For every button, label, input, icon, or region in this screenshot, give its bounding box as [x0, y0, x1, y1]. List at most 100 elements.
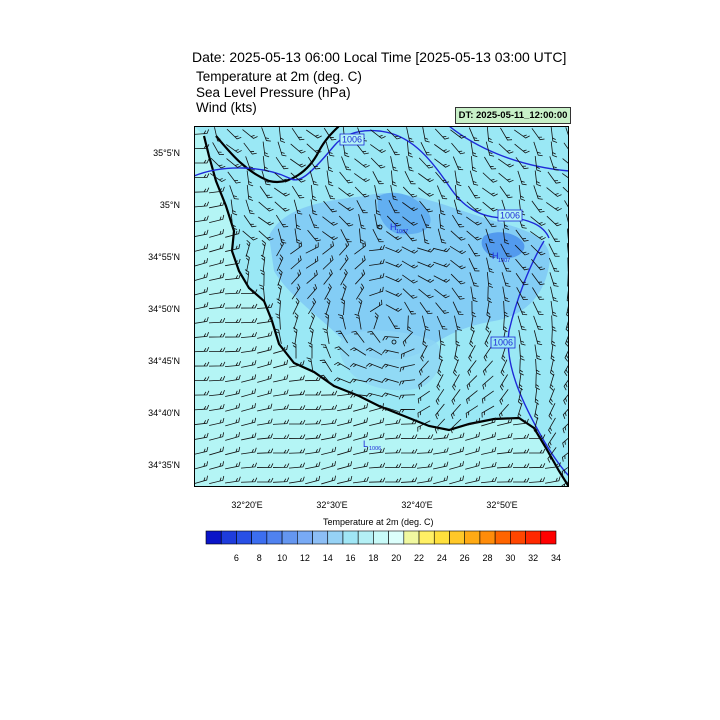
wind-barb — [209, 287, 225, 296]
wind-barb — [417, 405, 431, 418]
wind-barb — [373, 312, 379, 330]
wind-barb — [337, 403, 353, 412]
wind-barb — [487, 286, 492, 303]
wind-barb — [224, 332, 242, 338]
wind-barb — [432, 433, 449, 440]
wind-barb — [404, 171, 416, 185]
wind-barb — [227, 171, 241, 184]
wind-barb — [466, 375, 478, 390]
weather-map: 1006 1006 1006 H 1007 H 1007 L 1006 — [194, 126, 569, 487]
wind-barb — [323, 200, 337, 213]
wind-barb — [194, 201, 210, 208]
wind-barb — [450, 273, 466, 285]
temperature-zone-cold — [377, 192, 431, 235]
wind-barb — [322, 216, 338, 226]
wind-barb — [257, 388, 273, 398]
wind-barb — [561, 463, 569, 476]
wind-barb — [485, 141, 495, 157]
wind-barb — [374, 199, 381, 216]
wind-barb — [355, 142, 369, 155]
colorbar-swatch — [388, 530, 405, 545]
wind-barb — [452, 301, 464, 315]
wind-barb — [304, 405, 322, 410]
wind-barb — [498, 158, 514, 168]
coastline — [202, 135, 569, 487]
wind-barb — [194, 258, 208, 267]
wind-barb — [561, 448, 569, 462]
wind-barb — [353, 476, 369, 484]
wind-barb — [547, 432, 557, 449]
wind-barb — [562, 418, 569, 434]
wind-barb — [385, 290, 403, 297]
wind-barb — [261, 240, 266, 257]
wind-barb — [382, 349, 399, 354]
wind-barb — [407, 315, 412, 333]
lat-label: 35°5'N — [153, 148, 180, 158]
wind-barb — [453, 359, 459, 377]
wind-barbs — [194, 126, 569, 487]
wind-barb — [547, 447, 557, 463]
wind-barb — [514, 244, 530, 256]
wind-barb — [454, 344, 459, 362]
colorbar-swatch — [236, 530, 252, 545]
colorbar-tick-label: 32 — [528, 553, 539, 563]
wind-barb — [400, 434, 418, 439]
wind-barb — [369, 447, 385, 455]
wind-barb — [194, 418, 209, 426]
wind-barb — [434, 128, 450, 140]
wind-barb — [241, 360, 257, 368]
wind-barb — [437, 359, 443, 377]
wind-barb — [381, 363, 399, 369]
wind-barb — [194, 332, 209, 339]
wind-barb — [402, 288, 418, 299]
wind-barb — [224, 273, 241, 281]
wind-barb — [402, 202, 418, 212]
colorbar-swatch — [540, 530, 557, 545]
wind-barb — [243, 142, 257, 155]
colorbar-tick-label: 28 — [482, 553, 493, 563]
wind-barb — [451, 287, 465, 300]
wind-barb — [276, 239, 284, 257]
wind-barb — [304, 433, 322, 440]
isobar-label: 1006 — [339, 133, 365, 146]
wind-barb — [483, 215, 497, 228]
wind-barb — [512, 463, 530, 468]
wind-barb — [449, 461, 464, 470]
wind-barb — [278, 126, 286, 143]
wind-barb — [305, 447, 321, 455]
wind-barb — [533, 185, 543, 200]
wind-barb — [309, 312, 315, 330]
wind-barb — [256, 463, 274, 468]
low-pressure-letter: L — [363, 439, 368, 449]
wind-barb — [273, 359, 289, 369]
wind-barb — [468, 257, 480, 272]
wind-barb — [350, 378, 367, 383]
wind-barb — [532, 287, 545, 300]
wind-barb — [354, 255, 366, 270]
wind-barb — [257, 403, 273, 412]
wind-barb — [212, 142, 224, 156]
wind-barb — [388, 200, 400, 214]
wind-barb — [454, 170, 462, 187]
wind-barb — [365, 362, 383, 369]
wind-barb — [319, 359, 333, 373]
wind-barb — [481, 461, 497, 470]
map-title: Date: 2025-05-13 06:00 Local Time [2025-… — [192, 49, 567, 65]
wind-barb — [241, 374, 257, 383]
wind-barb — [308, 298, 317, 315]
wind-barb — [485, 228, 495, 244]
wind-barb — [482, 172, 498, 183]
wind-barb — [194, 215, 209, 223]
wind-barb — [404, 301, 416, 315]
wind-barb — [194, 144, 210, 150]
subtitle-pressure: Sea Level Pressure (hPa) — [196, 85, 351, 100]
wind-barb — [358, 214, 366, 230]
wind-barb — [258, 230, 274, 241]
wind-barb — [468, 185, 481, 199]
wind-barb — [497, 447, 513, 455]
wind-barb — [465, 432, 480, 441]
wind-barb — [498, 172, 514, 183]
wind-barb — [486, 301, 491, 318]
wind-barb — [471, 300, 477, 318]
colorbar — [205, 530, 557, 545]
